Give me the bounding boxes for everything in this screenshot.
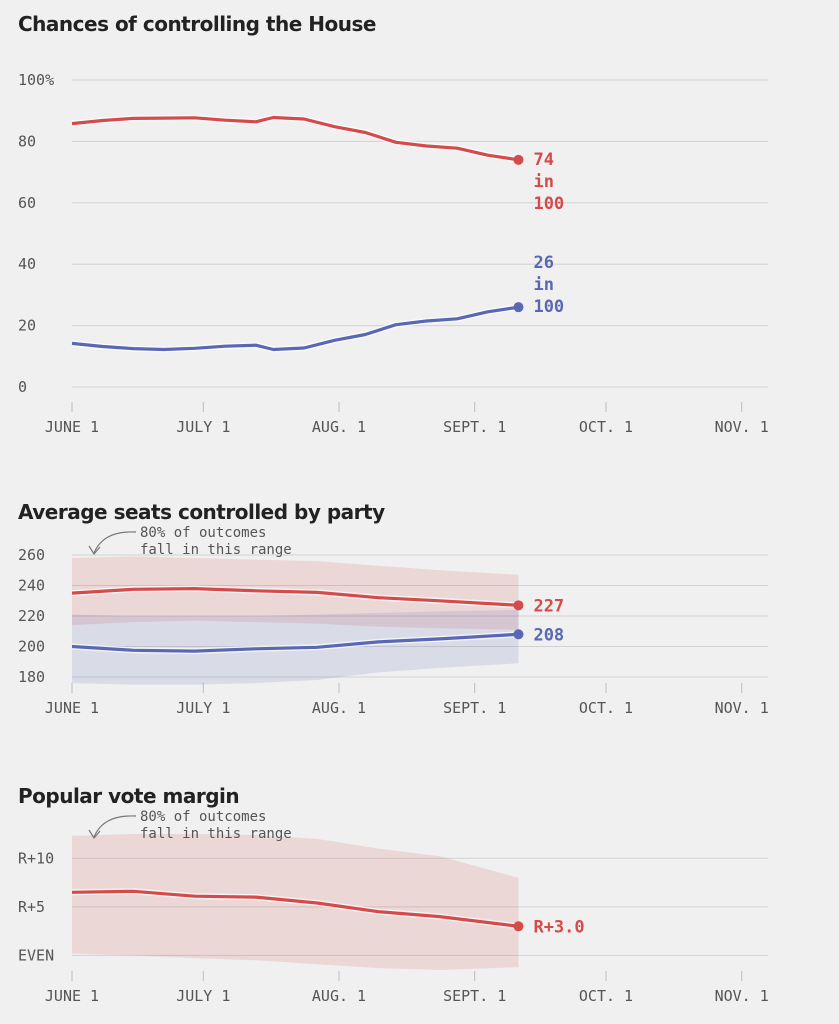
end-dot-rep — [513, 921, 524, 932]
popular-vote-chart: R+10 R+5 EVEN JUNE 1 JULY 1 AUG. 1 SEPT. 1 OCT.… — [18, 809, 769, 1005]
y-tick-label: 260 — [18, 546, 45, 564]
annotation-text: fall in this range — [140, 542, 292, 558]
end-label-dem: 208 — [533, 625, 564, 645]
x-tick-label: JULY 1 — [176, 987, 230, 1005]
house-chances-chart: 100% 80 60 40 20 0 JUNE 1 JULY 1 AUG. 1 SEPT. 1 OC… — [18, 71, 769, 436]
end-dot-rep — [513, 154, 524, 165]
x-tick-label: AUG. 1 — [312, 987, 366, 1005]
annotation-text: 80% of outcomes — [140, 525, 266, 541]
annotation-arrowhead — [88, 829, 101, 840]
end-label-rep: 100 — [533, 194, 564, 214]
x-tick-label: NOV. 1 — [715, 418, 769, 436]
y-tick-label: 200 — [18, 638, 45, 656]
y-tick-label: 40 — [18, 255, 36, 273]
chart-title-average-seats: Average seats controlled by party — [18, 500, 385, 524]
y-tick-label: 240 — [18, 577, 45, 595]
end-label-dem: 100 — [533, 297, 564, 317]
end-label-dem: 26 — [533, 253, 553, 273]
x-tick-label: SEPT. 1 — [443, 418, 506, 436]
x-tick-label: SEPT. 1 — [443, 987, 506, 1005]
end-label-rep: in — [533, 172, 553, 192]
annotation-arrow — [93, 531, 137, 554]
x-tick-label: AUG. 1 — [312, 418, 366, 436]
y-tick-label: 100% — [18, 71, 54, 89]
x-tick-label: JUNE 1 — [45, 987, 99, 1005]
annotation-arrowhead — [88, 545, 101, 556]
x-tick-label: NOV. 1 — [715, 699, 769, 717]
y-tick-label: R+5 — [18, 898, 45, 916]
y-tick-label: 0 — [18, 378, 27, 396]
line-halo-dem — [71, 304, 519, 353]
end-label-rep: 74 — [533, 150, 553, 170]
annotation-arrow — [93, 815, 137, 838]
y-tick-label: 60 — [18, 194, 36, 212]
y-tick-label: EVEN — [18, 946, 54, 964]
line-rep — [71, 889, 519, 928]
x-tick-label: OCT. 1 — [579, 699, 633, 717]
line-dem — [71, 305, 519, 352]
x-tick-label: JUNE 1 — [45, 699, 99, 717]
x-tick-label: JULY 1 — [176, 418, 230, 436]
x-tick-label: AUG. 1 — [312, 699, 366, 717]
annotation-text: 80% of outcomes — [140, 809, 266, 825]
x-tick-label: OCT. 1 — [579, 418, 633, 436]
end-label-rep: R+3.0 — [533, 917, 584, 937]
x-tick-label: SEPT. 1 — [443, 699, 506, 717]
x-tick-label: NOV. 1 — [715, 987, 769, 1005]
y-tick-label: R+10 — [18, 849, 54, 867]
line-dem — [71, 632, 519, 653]
end-label-dem: in — [533, 275, 553, 295]
x-tick-label: JUNE 1 — [45, 418, 99, 436]
annotation-text: fall in this range — [140, 826, 292, 842]
line-rep — [71, 115, 519, 162]
chart-title-popular-vote: Popular vote margin — [18, 784, 240, 808]
line-halo-rep — [71, 114, 519, 163]
end-dot-dem — [513, 629, 524, 640]
line-rep — [71, 587, 519, 607]
end-label-rep: 227 — [533, 596, 564, 616]
y-tick-label: 80 — [18, 132, 36, 150]
end-dot-rep — [513, 600, 524, 611]
y-tick-label: 180 — [18, 668, 45, 686]
end-dot-dem — [513, 302, 524, 313]
chart-title-house-chances: Chances of controlling the House — [18, 12, 376, 36]
x-tick-label: JULY 1 — [176, 699, 230, 717]
y-tick-label: 20 — [18, 317, 36, 335]
y-tick-label: 220 — [18, 607, 45, 625]
x-tick-label: OCT. 1 — [579, 987, 633, 1005]
